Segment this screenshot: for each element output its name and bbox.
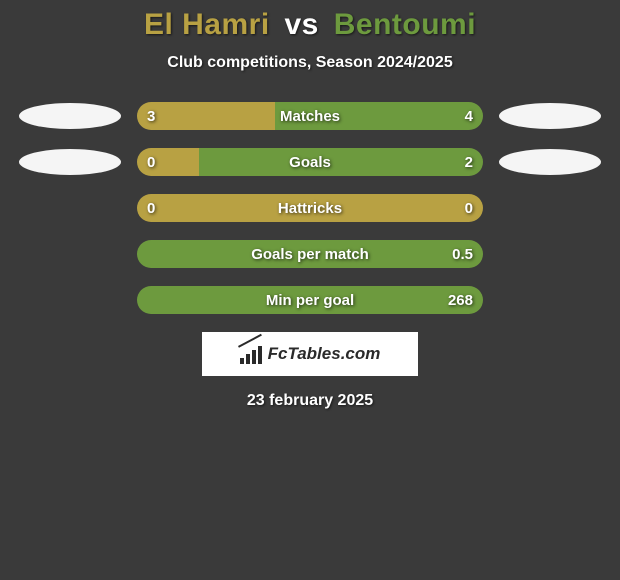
stat-row: 268Min per goal	[0, 286, 620, 314]
player2-name: Bentoumi	[334, 8, 476, 41]
subtitle: Club competitions, Season 2024/2025	[0, 54, 620, 72]
stat-bar: 268Min per goal	[137, 286, 483, 314]
stats-rows: 34Matches 02Goals 00Hattricks 0.5Goals per …	[0, 102, 620, 314]
date: 23 february 2025	[0, 392, 620, 410]
stat-label: Min per goal	[137, 286, 483, 314]
stat-label: Hattricks	[137, 194, 483, 222]
stat-bar: 0.5Goals per match	[137, 240, 483, 268]
stat-bar: 02Goals	[137, 148, 483, 176]
right-ellipse	[499, 103, 601, 129]
player1-name: El Hamri	[144, 8, 270, 41]
stat-label: Goals per match	[137, 240, 483, 268]
stat-row: 0.5Goals per match	[0, 240, 620, 268]
stat-row: 02Goals	[0, 148, 620, 176]
left-ellipse	[19, 149, 121, 175]
stat-bar: 34Matches	[137, 102, 483, 130]
vs-text: vs	[285, 8, 319, 41]
right-ellipse	[499, 149, 601, 175]
logo-chart-icon	[240, 344, 262, 364]
title: El Hamri vs Bentoumi	[0, 8, 620, 42]
left-ellipse	[19, 103, 121, 129]
logo-box: FcTables.com	[202, 332, 418, 376]
stat-row: 34Matches	[0, 102, 620, 130]
comparison-widget: El Hamri vs Bentoumi Club competitions, …	[0, 0, 620, 410]
logo: FcTables.com	[240, 344, 381, 364]
stat-label: Goals	[137, 148, 483, 176]
stat-label: Matches	[137, 102, 483, 130]
stat-bar: 00Hattricks	[137, 194, 483, 222]
logo-text: FcTables.com	[268, 344, 381, 364]
stat-row: 00Hattricks	[0, 194, 620, 222]
